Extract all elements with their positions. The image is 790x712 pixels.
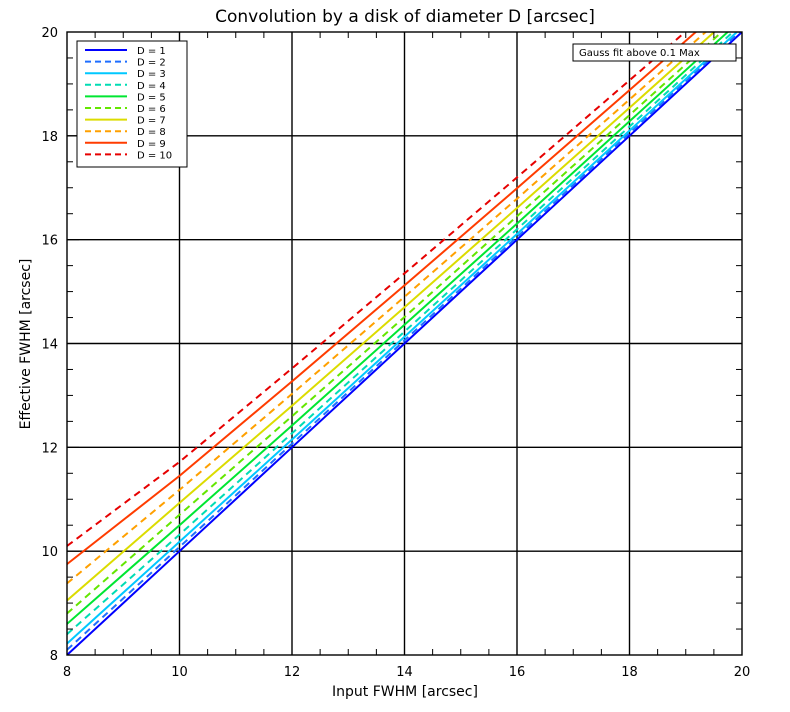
- x-tick-label: 8: [63, 665, 71, 680]
- x-tick-label: 16: [509, 665, 526, 680]
- series-line-d3: [67, 32, 739, 645]
- legend-label-d3: D = 3: [137, 69, 166, 80]
- series-line-d8: [67, 32, 708, 585]
- series-line-d4: [67, 32, 735, 635]
- y-tick-label: 20: [41, 26, 58, 41]
- x-axis-label: Input FWHM [arcsec]: [332, 684, 478, 700]
- series-line-d5: [67, 32, 730, 625]
- legend-label-d1: D = 1: [137, 46, 166, 57]
- legend-label-d9: D = 9: [137, 139, 166, 150]
- series-line-d10: [67, 32, 687, 547]
- legend-label-d8: D = 8: [137, 127, 166, 138]
- x-tick-label: 12: [284, 665, 301, 680]
- series-line-d7: [67, 32, 716, 602]
- annotation-text: Gauss fit above 0.1 Max: [579, 48, 700, 59]
- legend-label-d2: D = 2: [137, 58, 166, 69]
- y-axis-label: Effective FWHM [arcsec]: [18, 259, 34, 430]
- legend-label-d4: D = 4: [137, 81, 166, 92]
- legend: D = 1D = 2D = 3D = 4D = 5D = 6D = 7D = 8…: [76, 40, 188, 168]
- x-tick-label: 14: [396, 665, 413, 680]
- chart-title: Convolution by a disk of diameter D [arc…: [215, 7, 595, 27]
- series-line-d6: [67, 32, 724, 615]
- y-tick-label: 8: [50, 649, 58, 664]
- legend-box: [76, 40, 188, 168]
- y-tick-label: 18: [41, 130, 58, 145]
- y-tick-label: 12: [41, 441, 58, 456]
- series-line-d1: [67, 32, 742, 655]
- series-line-d2: [67, 32, 742, 651]
- x-tick-label: 10: [171, 665, 188, 680]
- x-tick-label: 20: [734, 665, 751, 680]
- plot-frame: [66, 31, 743, 656]
- series-line-d9: [67, 32, 698, 565]
- y-tick-label: 10: [41, 545, 58, 560]
- plot-lines: [67, 32, 742, 655]
- legend-label-d5: D = 5: [137, 92, 166, 103]
- y-tick-label: 14: [41, 338, 58, 353]
- legend-label-d7: D = 7: [137, 116, 166, 127]
- x-tick-label: 18: [621, 665, 638, 680]
- annotation-box: Gauss fit above 0.1 Max: [572, 43, 737, 62]
- legend-label-d10: D = 10: [137, 150, 172, 161]
- y-tick-label: 16: [41, 234, 58, 249]
- legend-label-d6: D = 6: [137, 104, 166, 115]
